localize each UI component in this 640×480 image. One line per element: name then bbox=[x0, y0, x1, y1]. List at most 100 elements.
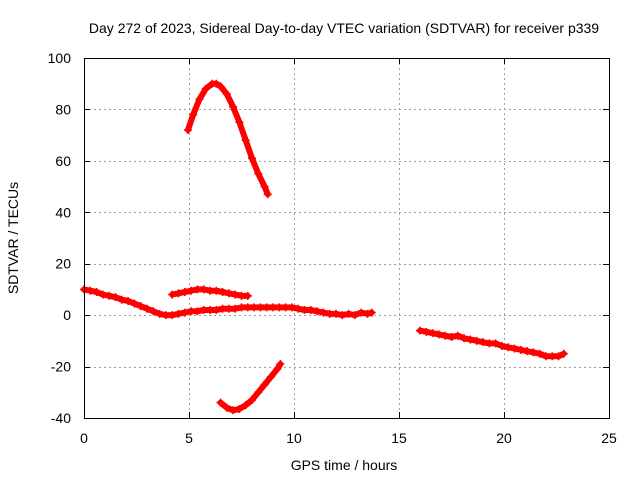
y-tick-label: 80 bbox=[55, 101, 71, 117]
data-point bbox=[248, 396, 256, 404]
data-point bbox=[338, 311, 347, 320]
x-tick-label: 5 bbox=[185, 430, 193, 446]
data-point bbox=[98, 290, 107, 299]
data-point bbox=[224, 289, 233, 298]
data-point bbox=[231, 304, 240, 313]
y-axis-label: SDTVAR / TECUs bbox=[5, 182, 21, 294]
data-point bbox=[344, 309, 353, 318]
data-point bbox=[460, 334, 469, 343]
data-point bbox=[105, 291, 114, 300]
data-point bbox=[313, 307, 322, 316]
data-point bbox=[491, 339, 500, 348]
data-point bbox=[441, 331, 450, 340]
data-point bbox=[276, 360, 285, 368]
data-point bbox=[143, 304, 151, 313]
y-tick-label: -40 bbox=[51, 410, 71, 426]
y-tick-label: 0 bbox=[63, 307, 71, 323]
data-point bbox=[218, 288, 227, 296]
x-tick-label: 15 bbox=[391, 430, 407, 446]
grid-lines bbox=[84, 58, 609, 418]
data-point bbox=[199, 285, 208, 294]
data-point bbox=[195, 95, 204, 104]
data-point bbox=[222, 90, 231, 98]
data-point bbox=[248, 154, 256, 163]
chart-title: Day 272 of 2023, Sidereal Day-to-day VTE… bbox=[89, 20, 599, 36]
data-point bbox=[287, 303, 296, 312]
data-point bbox=[306, 306, 315, 314]
series-track-e bbox=[416, 326, 568, 361]
data-point bbox=[263, 190, 272, 199]
data-point bbox=[216, 398, 225, 407]
data-point bbox=[168, 290, 177, 299]
data-point bbox=[136, 302, 145, 311]
data-point bbox=[472, 336, 481, 345]
x-tick-label: 25 bbox=[601, 430, 617, 446]
data-point bbox=[168, 311, 177, 320]
y-tick-label: 60 bbox=[55, 153, 71, 169]
data-point bbox=[479, 338, 487, 347]
data-point bbox=[189, 110, 198, 119]
data-point bbox=[174, 309, 183, 318]
data-point bbox=[216, 82, 225, 91]
data-point bbox=[416, 326, 424, 335]
data-point bbox=[422, 327, 431, 336]
x-tick-label: 0 bbox=[80, 430, 88, 446]
data-point bbox=[523, 347, 532, 356]
data-point bbox=[273, 365, 282, 374]
plot-border bbox=[84, 58, 610, 419]
data-point bbox=[529, 348, 538, 357]
data-point bbox=[254, 169, 263, 178]
data-point bbox=[447, 333, 456, 341]
series-track-b bbox=[80, 285, 376, 320]
data-point bbox=[111, 293, 120, 302]
data-point bbox=[180, 308, 189, 317]
x-tick-label: 20 bbox=[496, 430, 512, 446]
data-point bbox=[434, 330, 443, 339]
data-point bbox=[235, 118, 244, 127]
data-point bbox=[229, 102, 238, 111]
data-point bbox=[180, 288, 189, 296]
data-point bbox=[254, 388, 263, 397]
data-point bbox=[559, 349, 568, 358]
data-point bbox=[319, 308, 328, 317]
data-point bbox=[212, 79, 221, 88]
data-point bbox=[260, 380, 269, 389]
data-point bbox=[235, 405, 244, 413]
data-point bbox=[510, 344, 519, 353]
data-point bbox=[241, 401, 250, 410]
data-point bbox=[86, 286, 95, 295]
series-band bbox=[217, 361, 284, 414]
data-point bbox=[124, 297, 133, 305]
data-point bbox=[92, 288, 101, 296]
axis-ticks: 0 5 10 15 20 25 -40 -20 0 20 40 60 80 100 bbox=[48, 50, 617, 446]
data-point bbox=[130, 299, 139, 308]
data-point bbox=[187, 286, 196, 295]
data-point bbox=[294, 304, 303, 313]
y-tick-label: -20 bbox=[51, 359, 71, 375]
data-point bbox=[350, 311, 359, 320]
data-point bbox=[266, 372, 275, 381]
data-point bbox=[504, 343, 513, 352]
data-point bbox=[466, 335, 475, 344]
data-point bbox=[367, 308, 376, 317]
series-track-a bbox=[183, 79, 272, 199]
series-track-c bbox=[168, 285, 252, 300]
data-point bbox=[516, 345, 525, 354]
data-point bbox=[155, 309, 164, 318]
data-point bbox=[497, 342, 506, 350]
data-point bbox=[363, 309, 372, 318]
data-point bbox=[201, 84, 210, 93]
data-point bbox=[193, 307, 202, 316]
data-point bbox=[231, 290, 240, 299]
y-tick-label: 40 bbox=[55, 204, 71, 220]
series-track-d bbox=[216, 360, 285, 415]
data-point bbox=[332, 309, 340, 318]
data-markers bbox=[80, 79, 568, 415]
data-point bbox=[212, 306, 221, 314]
data-point bbox=[117, 295, 126, 304]
data-point bbox=[149, 307, 158, 316]
y-tick-label: 20 bbox=[55, 256, 71, 272]
data-point bbox=[212, 286, 221, 295]
data-point bbox=[222, 403, 231, 412]
y-tick-label: 100 bbox=[48, 50, 72, 66]
